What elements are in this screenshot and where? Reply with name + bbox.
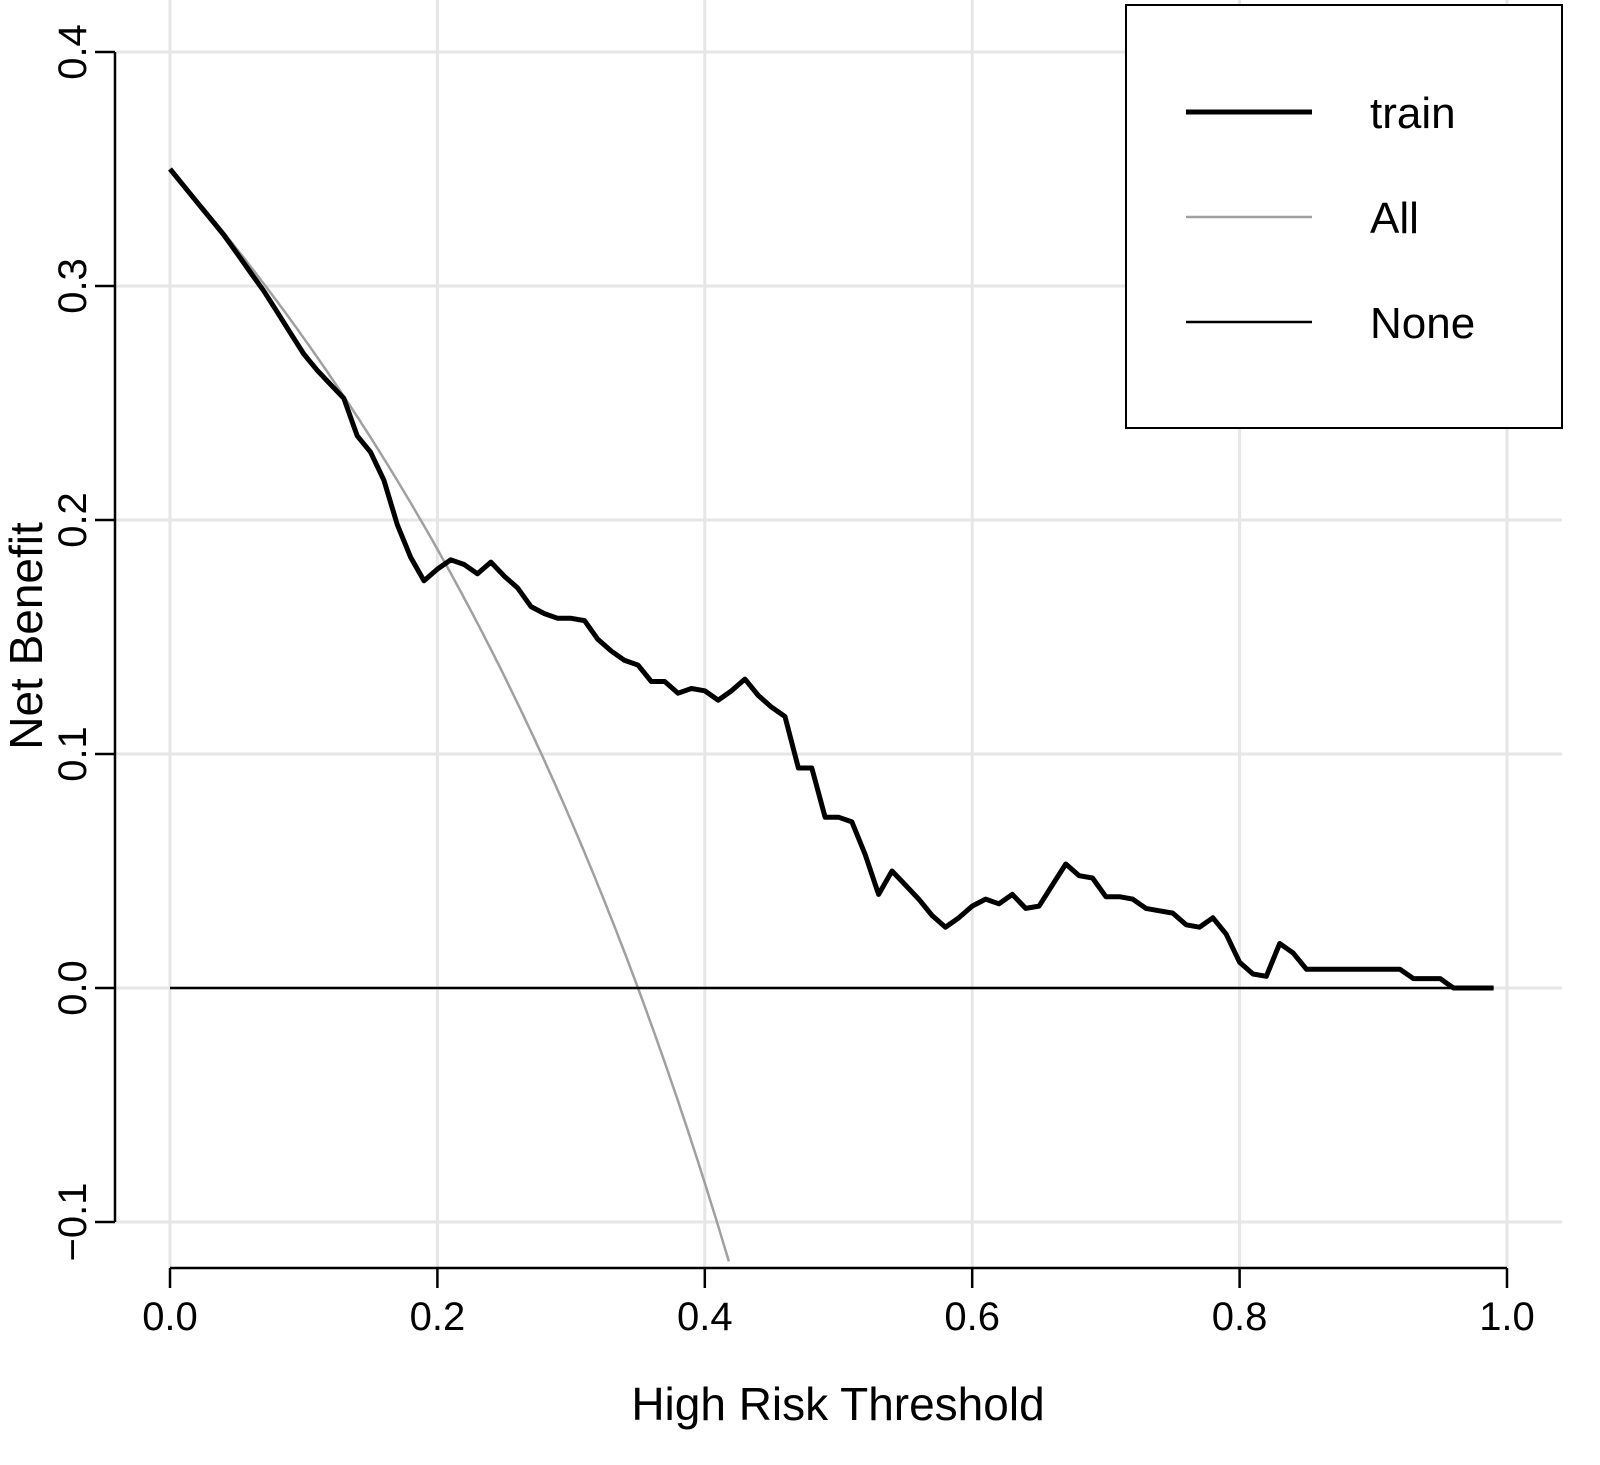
x-tick-label: 0.6 bbox=[944, 1295, 1000, 1339]
legend-label-all: All bbox=[1370, 194, 1419, 243]
axes: 0.0 0.2 0.4 0.6 0.8 1.0 −0.1 0.0 0.1 0.2 0.3 0.4 bbox=[51, 24, 1535, 1339]
x-tick-label: 0.0 bbox=[142, 1295, 198, 1339]
x-tick-label: 0.8 bbox=[1212, 1295, 1268, 1339]
legend: train All None bbox=[1125, 4, 1563, 429]
x-axis-label: High Risk Threshold bbox=[631, 1378, 1044, 1430]
legend-label-none: None bbox=[1370, 299, 1475, 348]
y-tick-label: 0.4 bbox=[51, 24, 95, 80]
series-all-line bbox=[169, 168, 731, 1262]
y-tick-label: 0.0 bbox=[51, 960, 95, 1016]
x-tick-label: 0.4 bbox=[677, 1295, 733, 1339]
y-tick-label: 0.3 bbox=[51, 258, 95, 314]
x-tick-label: 1.0 bbox=[1479, 1295, 1535, 1339]
y-tick-label: 0.2 bbox=[51, 492, 95, 548]
y-tick-label: −0.1 bbox=[51, 1183, 95, 1262]
y-tick-label: 0.1 bbox=[51, 726, 95, 782]
y-axis-label: Net Benefit bbox=[0, 522, 52, 750]
series-layer bbox=[168, 167, 1494, 1262]
series-train-line bbox=[168, 167, 1494, 991]
x-tick-label: 0.2 bbox=[410, 1295, 466, 1339]
legend-label-train: train bbox=[1370, 89, 1456, 138]
